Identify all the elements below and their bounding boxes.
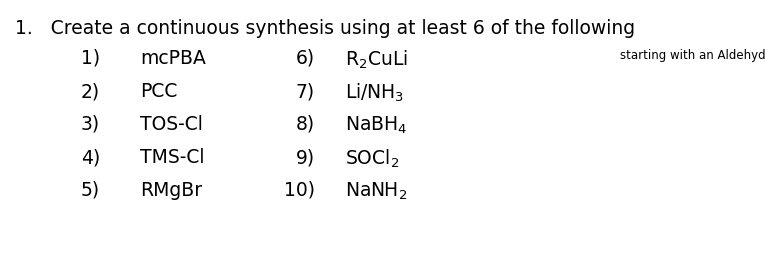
Text: $\mathregular{SOCl}$$_{\mathregular{2}}$: $\mathregular{SOCl}$$_{\mathregular{2}}$ [345,148,399,170]
Text: 8): 8) [296,115,315,134]
Text: TOS-Cl: TOS-Cl [140,115,203,134]
Text: $\mathregular{Li/NH}$$_{\mathregular{3}}$: $\mathregular{Li/NH}$$_{\mathregular{3}}… [345,82,404,104]
Text: $\mathregular{R}$$_{\mathregular{2}}$$\mathregular{CuLi}$: $\mathregular{R}$$_{\mathregular{2}}$$\m… [345,49,408,71]
Text: 1.   Create a continuous synthesis using at least 6 of the following: 1. Create a continuous synthesis using a… [15,19,635,38]
Text: TMS-Cl: TMS-Cl [140,148,204,167]
Text: 9): 9) [296,148,315,167]
Text: mcPBA: mcPBA [140,49,206,68]
Text: PCC: PCC [140,82,177,101]
Text: 1): 1) [81,49,100,68]
Text: $\mathregular{NaNH}$$_{\mathregular{2}}$: $\mathregular{NaNH}$$_{\mathregular{2}}$ [345,181,407,202]
Text: $\mathregular{NaBH}$$_{\mathregular{4}}$: $\mathregular{NaBH}$$_{\mathregular{4}}$ [345,115,407,136]
Text: starting with an Aldehyde.: starting with an Aldehyde. [620,49,765,62]
Text: 4): 4) [81,148,100,167]
Text: 2): 2) [81,82,100,101]
Text: 10): 10) [284,181,315,200]
Text: 6): 6) [296,49,315,68]
Text: 5): 5) [81,181,100,200]
Text: 7): 7) [296,82,315,101]
Text: RMgBr: RMgBr [140,181,202,200]
Text: 3): 3) [81,115,100,134]
